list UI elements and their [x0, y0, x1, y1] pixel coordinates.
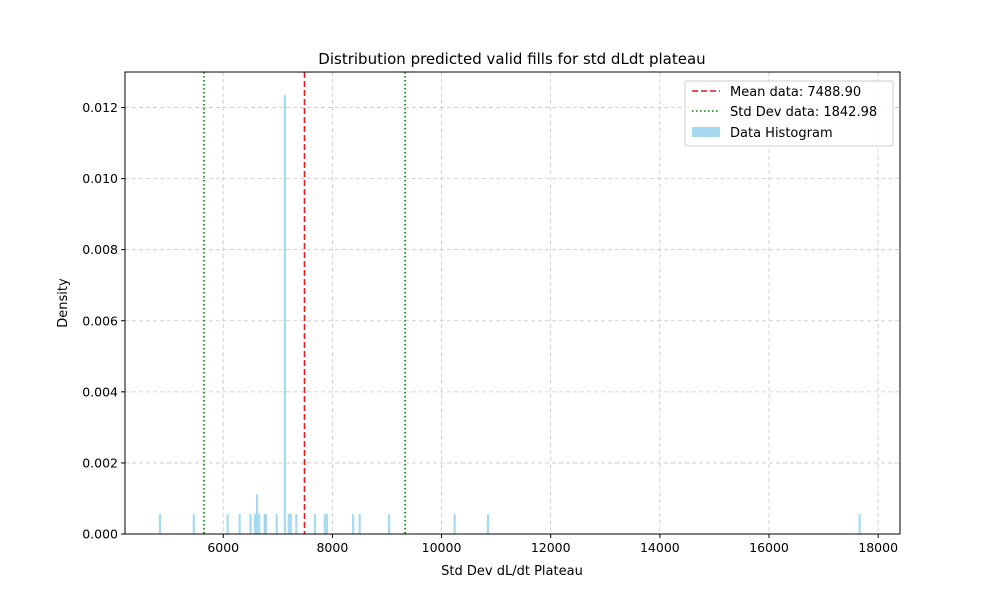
histogram-bar	[287, 514, 290, 534]
x-axis-ticks: 6000 8000 10000 12000 14000 16000 18000	[207, 534, 898, 555]
histogram-bar	[453, 514, 456, 534]
legend-std-label: Std Dev data: 1842.98	[730, 105, 877, 120]
histogram-bar	[255, 494, 259, 534]
x-tick-label: 12000	[531, 540, 571, 555]
y-tick-label: 0.006	[82, 313, 118, 328]
y-axis-title: Density	[56, 278, 71, 328]
histogram-bar	[323, 514, 326, 534]
x-tick-label: 16000	[749, 540, 789, 555]
histogram-bar	[313, 514, 317, 534]
histogram-bar	[289, 514, 293, 534]
histogram-bar	[388, 514, 391, 534]
y-tick-label: 0.000	[82, 527, 118, 542]
legend-mean-label: Mean data: 7488.90	[730, 85, 861, 100]
x-axis-title: Std Dev dL/dt Plateau	[441, 564, 583, 579]
legend: Mean data: 7488.90 Std Dev data: 1842.98…	[684, 80, 894, 147]
histogram-bar	[486, 514, 490, 534]
histogram-bar	[325, 514, 329, 534]
histogram-bar	[358, 514, 361, 534]
histogram-bar	[226, 514, 229, 534]
y-tick-label: 0.002	[82, 455, 118, 470]
chart-title: Distribution predicted valid fills for s…	[318, 50, 705, 68]
histogram-bar	[238, 514, 241, 534]
legend-histogram-swatch	[692, 127, 720, 137]
legend-histogram-label: Data Histogram	[730, 126, 833, 141]
histogram-bar	[275, 514, 278, 534]
histogram-bar	[158, 514, 162, 534]
histogram-bar	[352, 514, 355, 534]
histogram-bar	[295, 514, 298, 534]
x-tick-label: 10000	[422, 540, 462, 555]
histogram-bar	[253, 514, 256, 534]
legend-box	[684, 80, 894, 147]
y-tick-label: 0.010	[82, 171, 118, 186]
histogram-bar	[192, 514, 195, 534]
plot-frame	[124, 71, 901, 535]
histogram-bar	[249, 514, 252, 534]
y-axis-ticks: 0.000 0.002 0.004 0.006 0.008 0.010 0.012	[82, 100, 125, 542]
y-tick-label: 0.008	[82, 242, 118, 257]
histogram-bar	[858, 514, 861, 534]
histogram-bar	[258, 514, 261, 534]
histogram-bar	[283, 95, 287, 534]
x-tick-label: 18000	[858, 540, 898, 555]
x-tick-label: 8000	[316, 540, 348, 555]
y-tick-label: 0.012	[82, 100, 118, 115]
histogram-bars	[158, 95, 861, 534]
x-tick-label: 6000	[207, 540, 239, 555]
x-tick-label: 14000	[640, 540, 680, 555]
reference-lines	[203, 72, 406, 534]
y-tick-label: 0.004	[82, 384, 118, 399]
histogram-bar	[264, 514, 267, 534]
